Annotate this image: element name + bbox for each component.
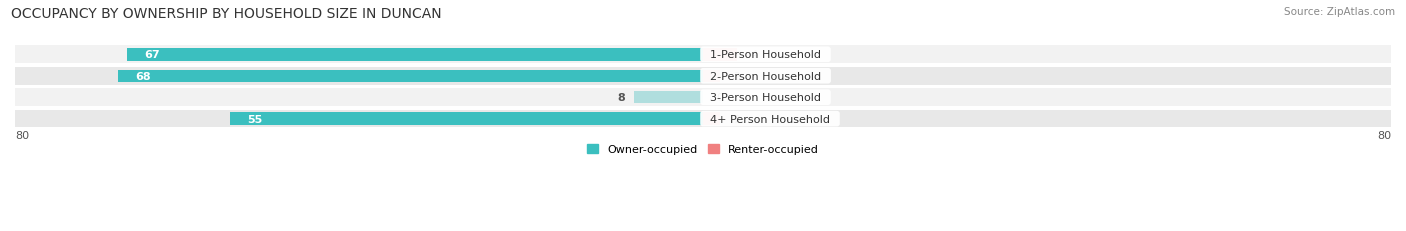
Text: OCCUPANCY BY OWNERSHIP BY HOUSEHOLD SIZE IN DUNCAN: OCCUPANCY BY OWNERSHIP BY HOUSEHOLD SIZE… — [11, 7, 441, 21]
Text: 2: 2 — [733, 114, 740, 124]
Bar — [703, 70, 720, 83]
Bar — [118, 70, 703, 83]
Bar — [703, 49, 737, 61]
Bar — [703, 113, 720, 125]
Text: 68: 68 — [135, 71, 150, 81]
Text: 80: 80 — [15, 130, 30, 140]
Bar — [15, 110, 1391, 128]
Text: 1-Person Household: 1-Person Household — [703, 50, 828, 60]
Text: Source: ZipAtlas.com: Source: ZipAtlas.com — [1284, 7, 1395, 17]
Text: 4+ Person Household: 4+ Person Household — [703, 114, 837, 124]
Bar — [15, 89, 1391, 106]
Bar — [231, 113, 703, 125]
Bar — [634, 91, 703, 104]
Bar — [15, 46, 1391, 64]
Text: 3-Person Household: 3-Person Household — [703, 93, 828, 103]
Text: 0: 0 — [716, 93, 723, 103]
Text: 67: 67 — [143, 50, 160, 60]
Legend: Owner-occupied, Renter-occupied: Owner-occupied, Renter-occupied — [582, 140, 824, 159]
Text: 80: 80 — [1376, 130, 1391, 140]
Bar — [15, 68, 1391, 85]
Text: 2-Person Household: 2-Person Household — [703, 71, 828, 81]
Text: 55: 55 — [247, 114, 263, 124]
Bar — [127, 49, 703, 61]
Text: 4: 4 — [751, 50, 758, 60]
Text: 2: 2 — [733, 71, 740, 81]
Text: 8: 8 — [617, 93, 626, 103]
